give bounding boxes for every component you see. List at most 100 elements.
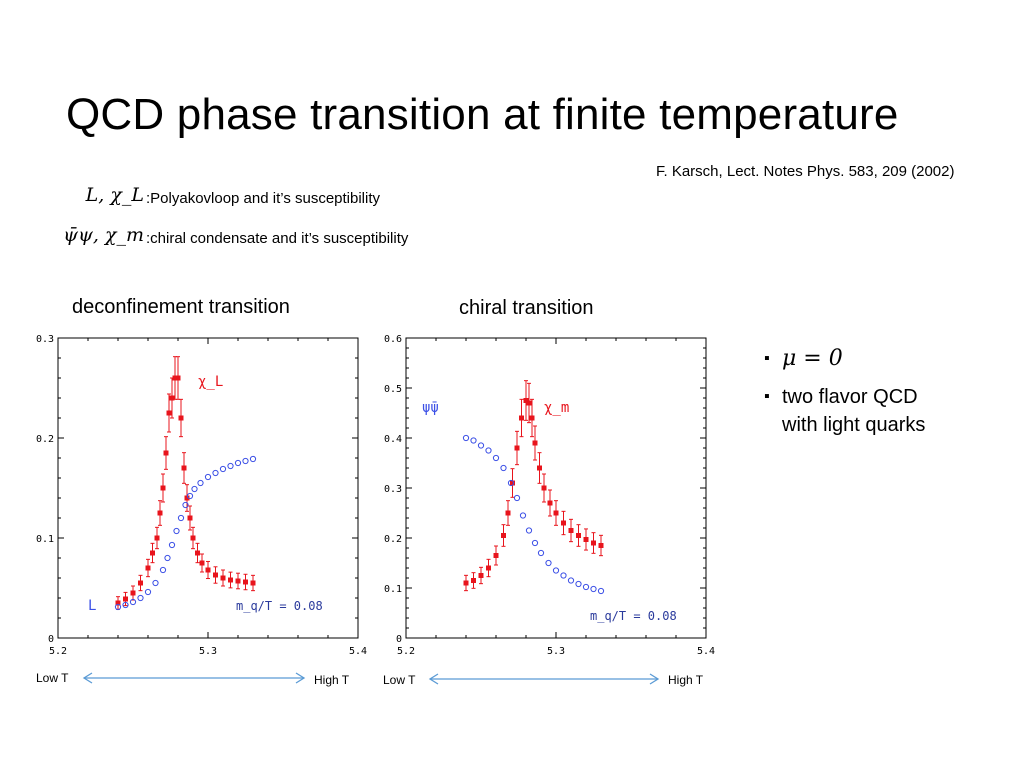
data-point (205, 567, 211, 573)
data-point (250, 580, 256, 586)
data-point (541, 485, 547, 491)
data-point (227, 462, 234, 470)
data-point (529, 415, 535, 421)
data-point (462, 434, 470, 442)
data-point (531, 539, 539, 547)
data-point (552, 567, 560, 574)
temperature-arrow-icon (428, 673, 660, 685)
annotation-label: m_q/T = 0.08 (236, 599, 323, 613)
data-point (537, 465, 542, 471)
data-point (545, 559, 552, 567)
data-point (470, 437, 477, 444)
x-tick-label: 5.2 (397, 646, 415, 657)
data-point (507, 479, 515, 487)
bullet-text: with light quarks (782, 414, 926, 436)
data-point (249, 455, 257, 463)
data-point (492, 454, 500, 462)
data-point (190, 535, 196, 541)
data-point (168, 541, 176, 549)
data-point (172, 375, 178, 381)
data-point (130, 590, 136, 596)
data-point (212, 469, 219, 477)
series-label: χ_L (198, 374, 223, 390)
data-point (537, 549, 545, 557)
high-t-label: High T (668, 673, 704, 687)
data-point (525, 527, 533, 534)
bullet-math-text: μ = 0 (782, 346, 843, 371)
data-point (129, 598, 137, 606)
data-point (163, 450, 169, 456)
data-point (235, 578, 241, 584)
definition-text: :chiral condensate and it’s susceptibili… (146, 230, 409, 247)
data-point (505, 510, 511, 516)
data-point (576, 533, 581, 538)
data-point (582, 583, 590, 591)
data-point (553, 510, 559, 516)
data-point (145, 565, 151, 571)
data-point (575, 580, 582, 588)
x-axis-label: β (551, 661, 560, 662)
data-point (519, 512, 527, 519)
data-point (182, 501, 189, 509)
data-point (228, 577, 233, 583)
y-tick-label: 0 (396, 634, 402, 645)
data-point (597, 587, 605, 595)
data-point (157, 510, 163, 516)
data-point (122, 601, 129, 609)
definition-text: :Polyakovloop and it’s susceptibility (146, 190, 381, 207)
bullet-dot-icon: ▪ (764, 388, 770, 405)
series-label: L (88, 598, 96, 614)
reference-citation: F. Karsch, Lect. Notes Phys. 583, 209 (2… (656, 163, 955, 180)
slide-title: QCD phase transition at finite temperatu… (66, 90, 899, 139)
data-point (526, 400, 532, 406)
data-point (500, 464, 507, 472)
panel-title-deconfinement: deconfinement transition (72, 296, 290, 318)
series-label: χ_m (544, 400, 569, 416)
y-tick-label: 0.4 (384, 434, 402, 445)
x-tick-label: 5.2 (49, 646, 67, 657)
data-point (532, 440, 538, 446)
bullet-list: ▪ μ = 0 ▪ two flavor QCD with light quar… (760, 345, 925, 449)
bullet-dot-icon: ▪ (764, 350, 770, 367)
data-point (164, 554, 171, 562)
data-point (169, 395, 175, 401)
x-tick-label: 5.3 (199, 646, 217, 657)
low-t-label: Low T (383, 673, 416, 687)
data-point (173, 527, 180, 535)
data-point (519, 415, 524, 421)
data-point (561, 520, 566, 526)
data-point (186, 492, 194, 500)
data-point (567, 577, 575, 584)
chart-chiral: 0 0.1 0.2 0.3 0.4 0.5 0.6 5.2 5.3 5.4 β χ_m ψ̄ψ m_q/T… (384, 334, 715, 662)
data-point (547, 500, 553, 506)
data-point (219, 465, 227, 473)
y-tick-label: 0.1 (36, 534, 54, 545)
y-tick-label: 0.5 (384, 384, 402, 395)
data-point (199, 560, 205, 566)
data-point (177, 514, 185, 522)
data-point (590, 585, 597, 593)
x-tick-label: 5.3 (547, 646, 565, 657)
data-point (204, 473, 212, 481)
y-tick-label: 0.3 (36, 334, 54, 345)
data-point (591, 540, 596, 546)
x-tick-label: 5.4 (349, 646, 367, 657)
panel-title-chiral: chiral transition (459, 297, 594, 319)
data-point (191, 485, 198, 493)
bullet-item: ▪ μ = 0 (760, 345, 925, 373)
data-point (463, 580, 469, 586)
data-point (175, 375, 181, 381)
data-point (115, 600, 121, 606)
low-t-label: Low T (36, 671, 69, 685)
data-point (144, 588, 152, 596)
data-point (154, 535, 160, 541)
definition-symbol: L, χ_L (85, 184, 144, 206)
data-point (568, 528, 574, 533)
data-point (197, 479, 204, 487)
data-point (493, 553, 499, 558)
series-label: ψ̄ψ (422, 400, 439, 416)
high-t-label: High T (314, 673, 350, 687)
data-point (477, 442, 485, 449)
data-point (187, 515, 193, 521)
definition-symbol: ψ̄ψ, χ_m (63, 224, 144, 246)
